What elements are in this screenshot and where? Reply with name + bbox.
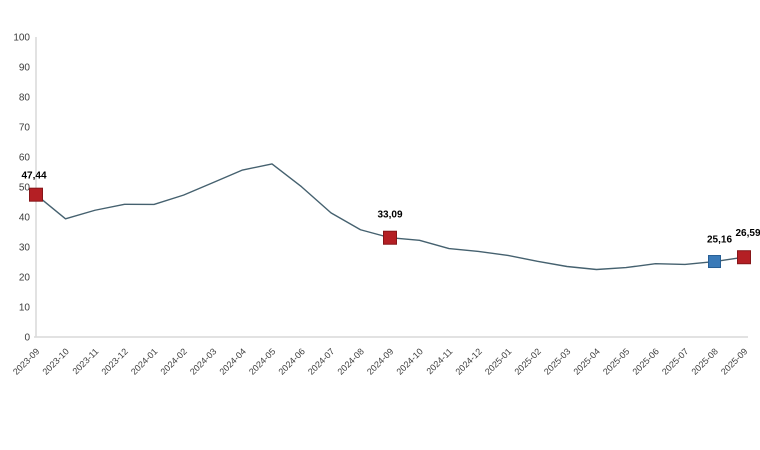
y-axis-tick-label: 90: [19, 63, 31, 74]
data-point-label: 26,59: [735, 228, 760, 239]
x-axis-tick-label: 2025-07: [660, 346, 690, 376]
y-axis-tick-label: 50: [19, 183, 31, 194]
x-axis-tick-label: 2025-04: [571, 346, 601, 376]
x-axis-tick-label: 2024-12: [453, 346, 483, 376]
x-axis-tick-label: 2024-05: [247, 346, 277, 376]
x-axis-tick-label: 2024-01: [129, 346, 159, 376]
red-square-marker: [29, 187, 43, 202]
x-axis-tick-label: 2025-01: [483, 346, 513, 376]
x-axis-tick-label: 2024-03: [188, 346, 218, 376]
red-square-marker: [383, 230, 397, 245]
y-axis-tick-label: 80: [19, 93, 31, 104]
y-axis-tick-label: 100: [13, 33, 30, 44]
x-axis-tick-label: 2023-12: [99, 346, 129, 376]
y-axis-tick-label: 20: [19, 273, 31, 284]
blue-square-marker: [708, 255, 721, 269]
y-axis-tick-label: 60: [19, 153, 31, 164]
x-axis-tick-label: 2025-03: [542, 346, 572, 376]
x-axis-tick-label: 2023-10: [40, 346, 70, 376]
y-axis-tick-label: 0: [24, 333, 30, 344]
y-axis-tick-label: 70: [19, 123, 31, 134]
x-axis-tick-label: 2025-09: [719, 346, 749, 376]
x-axis-tick-label: 2023-09: [11, 346, 41, 376]
y-axis-tick-label: 30: [19, 243, 31, 254]
x-axis-tick-label: 2025-05: [601, 346, 631, 376]
y-axis-tick-label: 40: [19, 213, 31, 224]
x-axis-tick-label: 2024-07: [306, 346, 336, 376]
data-point-label: 25,16: [707, 235, 732, 246]
x-axis-tick-label: 2024-06: [276, 346, 306, 376]
x-axis-tick-label: 2024-10: [394, 346, 424, 376]
x-axis-tick-label: 2023-11: [70, 346, 100, 376]
x-axis-tick-label: 2024-04: [217, 346, 247, 376]
x-axis-tick-label: 2024-09: [365, 346, 395, 376]
data-point-label: 47,44: [21, 171, 46, 182]
x-axis-tick-label: 2025-08: [689, 346, 719, 376]
y-axis-tick-label: 10: [19, 303, 31, 314]
x-axis-tick-label: 2024-08: [335, 346, 365, 376]
x-axis-tick-label: 2025-06: [630, 346, 660, 376]
red-square-marker: [737, 250, 751, 265]
x-axis-tick-label: 2024-11: [424, 346, 454, 376]
data-point-label: 33,09: [377, 210, 402, 221]
x-axis-tick-label: 2024-02: [158, 346, 188, 376]
x-axis-tick-label: 2025-02: [512, 346, 542, 376]
